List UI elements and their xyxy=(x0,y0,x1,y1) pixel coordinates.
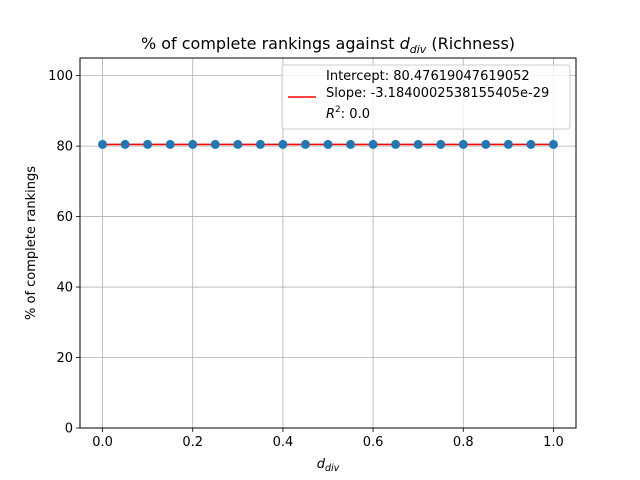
data-point xyxy=(188,139,198,149)
y-tick-label: 40 xyxy=(56,281,73,296)
data-point xyxy=(255,139,265,149)
axes-frame xyxy=(79,57,577,429)
data-point xyxy=(98,139,108,149)
y-axis-label: % of complete rankings xyxy=(24,166,39,320)
x-tick-label: 0.8 xyxy=(453,435,474,450)
data-point xyxy=(436,139,446,149)
data-point xyxy=(120,139,130,149)
legend-box xyxy=(281,64,571,130)
data-point xyxy=(165,139,175,149)
data-point xyxy=(503,139,513,149)
data-point xyxy=(346,139,356,149)
data-point xyxy=(391,139,401,149)
scatter-points xyxy=(98,139,558,149)
x-tick-label: 1.0 xyxy=(543,435,564,450)
data-point xyxy=(210,139,220,149)
legend-slope-text: Slope: -3.1840002538155405e-29 xyxy=(326,86,549,101)
data-point xyxy=(368,139,378,149)
x-tick-label: 0.6 xyxy=(363,435,384,450)
y-tick-label: 60 xyxy=(56,210,73,225)
x-tick-label: 0.2 xyxy=(182,435,203,450)
data-point xyxy=(548,139,558,149)
data-point xyxy=(323,139,333,149)
data-point xyxy=(278,139,288,149)
data-point xyxy=(233,139,243,149)
data-point xyxy=(526,139,536,149)
x-tick-label: 0.0 xyxy=(92,435,113,450)
y-tick-label: 80 xyxy=(56,140,73,155)
data-point xyxy=(143,139,153,149)
legend-r2-text: R2: 0.0 xyxy=(326,105,370,122)
legend: Intercept: 80.47619047619052 Slope: -3.1… xyxy=(281,64,571,130)
data-point xyxy=(481,139,491,149)
legend-intercept-text: Intercept: 80.47619047619052 xyxy=(326,69,530,84)
y-tick-label: 0 xyxy=(65,422,73,437)
x-axis-label: ddiv xyxy=(317,457,340,474)
y-tick-label: 100 xyxy=(48,69,73,84)
data-point xyxy=(413,139,423,149)
x-tick-label: 0.4 xyxy=(273,435,294,450)
chart-title: % of complete rankings against ddiv (Ric… xyxy=(141,34,515,56)
ticks: 0.0 0.2 0.4 0.6 0.8 1.0 0 20 40 60 80 100 xyxy=(48,69,564,450)
data-point xyxy=(300,139,310,149)
y-tick-label: 20 xyxy=(56,351,73,366)
data-point xyxy=(458,139,468,149)
